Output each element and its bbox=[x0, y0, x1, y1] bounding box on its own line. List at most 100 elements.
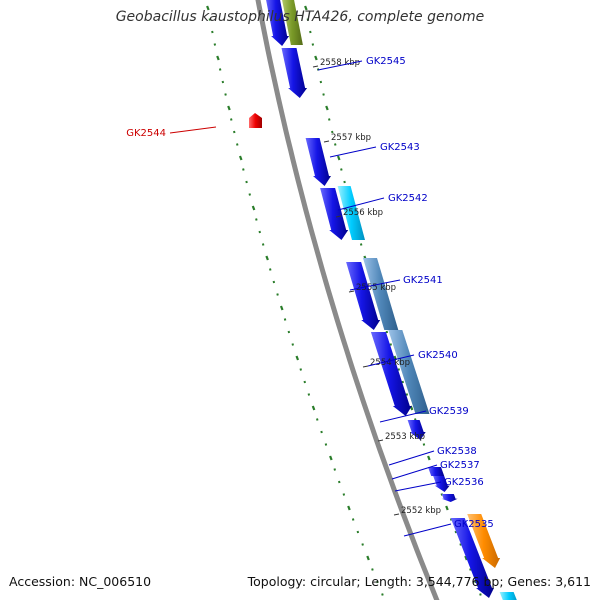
map-title: Geobacillus kaustophilus HTA426, complet… bbox=[115, 9, 485, 25]
inner-tick-track-mark bbox=[381, 593, 384, 596]
cds-gk2543-feature[interactable] bbox=[305, 138, 331, 186]
gene-label-leader-line bbox=[349, 279, 401, 291]
outer-tick-track-mark bbox=[331, 130, 334, 134]
outer-tick-track-mark bbox=[401, 380, 404, 384]
inner-tick-track-mark bbox=[211, 30, 214, 34]
cds-gk2535a-feature[interactable] bbox=[450, 518, 494, 598]
gene-label-group[interactable]: GK2543 bbox=[329, 142, 420, 158]
gene-label-leader-line bbox=[379, 410, 427, 423]
outer-tick-track-mark bbox=[319, 80, 323, 84]
inner-tick-track-mark bbox=[295, 355, 300, 361]
gene-label-leader-line bbox=[367, 354, 415, 367]
gene-label-group[interactable]: GK2538 bbox=[388, 446, 477, 466]
cds-gk2540b-feature[interactable] bbox=[388, 330, 430, 414]
outer-tick-track-mark bbox=[322, 93, 325, 96]
inner-tick-track-mark bbox=[366, 555, 370, 561]
outer-tick-track-mark bbox=[449, 518, 453, 521]
gene-label-group[interactable]: GK2542 bbox=[337, 193, 428, 211]
inner-tick-track-mark bbox=[255, 218, 258, 221]
inner-tick-track-mark bbox=[307, 393, 311, 396]
outer-tick-track-mark bbox=[445, 505, 449, 511]
gene-label-gk2542[interactable]: GK2542 bbox=[388, 193, 428, 204]
inner-tick-track-mark bbox=[376, 580, 379, 584]
gene-label-leader-line bbox=[169, 126, 217, 134]
gene-label-gk2537[interactable]: GK2537 bbox=[440, 460, 480, 471]
gene-label-group[interactable]: GK2535 bbox=[403, 519, 494, 537]
cds-gk2539-feature[interactable] bbox=[407, 420, 426, 440]
gene-label-gk2539[interactable]: GK2539 bbox=[429, 406, 469, 417]
cds-gk2538-feature[interactable] bbox=[428, 467, 445, 476]
gene-label-group[interactable]: GK2541 bbox=[349, 275, 443, 291]
cds-gk2536-feature[interactable] bbox=[441, 494, 458, 502]
gene-label-group[interactable]: GK2544 bbox=[126, 126, 217, 139]
cds-gk2546-feature[interactable] bbox=[265, 0, 290, 46]
genome-summary-text: Topology: circular; Length: 3,544,776 bp… bbox=[247, 574, 591, 589]
outer-tick-track-mark bbox=[343, 180, 346, 184]
inner-tick-track-mark bbox=[265, 255, 269, 261]
outer-tick-track-mark bbox=[336, 155, 341, 161]
cds-gk2542a-feature[interactable] bbox=[320, 188, 349, 240]
cds-gk2541a-feature[interactable] bbox=[346, 262, 381, 330]
gene-label-group[interactable]: GK2536 bbox=[394, 477, 484, 492]
cds-gk2535b-feature[interactable] bbox=[467, 514, 501, 568]
inner-tick-track-mark bbox=[338, 480, 341, 484]
cds-gk2546b-feature[interactable] bbox=[281, 0, 303, 45]
inner-tick-track-mark bbox=[233, 130, 236, 134]
outer-tick-track-mark bbox=[359, 243, 363, 246]
cds-gk2544-feature[interactable] bbox=[249, 113, 262, 128]
cds-gk2537-feature[interactable] bbox=[433, 476, 450, 492]
outer-tick-track-mark bbox=[422, 443, 426, 446]
inner-tick-track-mark bbox=[206, 5, 210, 11]
cds-gk2534-feature[interactable] bbox=[499, 592, 519, 600]
gene-label-gk2540[interactable]: GK2540 bbox=[418, 350, 458, 361]
gene-label-group[interactable]: GK2539 bbox=[379, 406, 469, 423]
gene-label-gk2536[interactable]: GK2536 bbox=[444, 477, 484, 488]
gene-label-group[interactable]: GK2537 bbox=[391, 460, 480, 480]
gene-label-gk2535[interactable]: GK2535 bbox=[454, 519, 494, 530]
scale-tick-label: 2557 kbp bbox=[331, 133, 371, 143]
gene-label-leader-line bbox=[337, 197, 385, 211]
inner-tick-track-mark bbox=[224, 93, 227, 96]
cds-gk2540a-feature[interactable] bbox=[370, 332, 412, 416]
inner-tick-track-mark bbox=[272, 280, 276, 284]
gene-label-gk2543[interactable]: GK2543 bbox=[380, 142, 420, 153]
gene-label-group[interactable]: GK2540 bbox=[367, 350, 458, 367]
scale-tick-group: 2552 kbp bbox=[393, 506, 441, 516]
inner-tick-track-mark bbox=[248, 193, 251, 196]
inner-tick-track-mark bbox=[269, 268, 272, 271]
outer-tick-track-mark bbox=[311, 43, 315, 46]
inner-tick-track-mark bbox=[213, 43, 217, 46]
inner-tick-track-mark bbox=[221, 80, 225, 84]
scale-tick-label: 2552 kbp bbox=[401, 506, 441, 516]
inner-tick-track-mark bbox=[230, 118, 233, 121]
scale-tick-group: 2556 kbp bbox=[335, 208, 383, 218]
gene-label-gk2541[interactable]: GK2541 bbox=[403, 275, 443, 286]
outer-tick-track-mark bbox=[304, 5, 308, 11]
inner-tick-track-mark bbox=[316, 418, 319, 421]
tick-layer bbox=[206, 5, 482, 596]
outer-tick-track-mark bbox=[389, 343, 392, 346]
scale-tick-group: 2553 kbp bbox=[377, 432, 425, 442]
outer-tick-track-mark bbox=[454, 530, 458, 534]
inner-tick-track-mark bbox=[236, 143, 239, 146]
cds-gk2542b-feature[interactable] bbox=[337, 186, 365, 240]
outer-tick-track-mark bbox=[309, 30, 312, 34]
gene-label-layer: GK2545 GK2544 GK2543 GK2542 GK2541 GK2540 GK25… bbox=[126, 56, 494, 537]
inner-tick-track-mark bbox=[351, 518, 355, 521]
cds-gk2541b-feature[interactable] bbox=[363, 258, 399, 330]
gene-label-gk2544[interactable]: GK2544 bbox=[126, 128, 166, 139]
gene-label-group[interactable]: GK2545 bbox=[317, 56, 406, 71]
gene-label-leader-line bbox=[329, 146, 377, 158]
gene-label-gk2538[interactable]: GK2538 bbox=[437, 446, 477, 457]
cds-gk2545-feature[interactable] bbox=[281, 48, 308, 98]
accession-text: Accession: NC_006510 bbox=[9, 574, 152, 589]
outer-tick-track-mark bbox=[328, 118, 331, 121]
gene-label-gk2545[interactable]: GK2545 bbox=[366, 56, 406, 67]
inner-tick-track-mark bbox=[342, 493, 346, 496]
scale-tick-mark bbox=[362, 365, 369, 368]
outer-tick-track-mark bbox=[306, 18, 310, 21]
scale-tick-group: 2557 kbp bbox=[323, 133, 371, 143]
scale-tick-group: 2558 kbp bbox=[312, 58, 360, 68]
